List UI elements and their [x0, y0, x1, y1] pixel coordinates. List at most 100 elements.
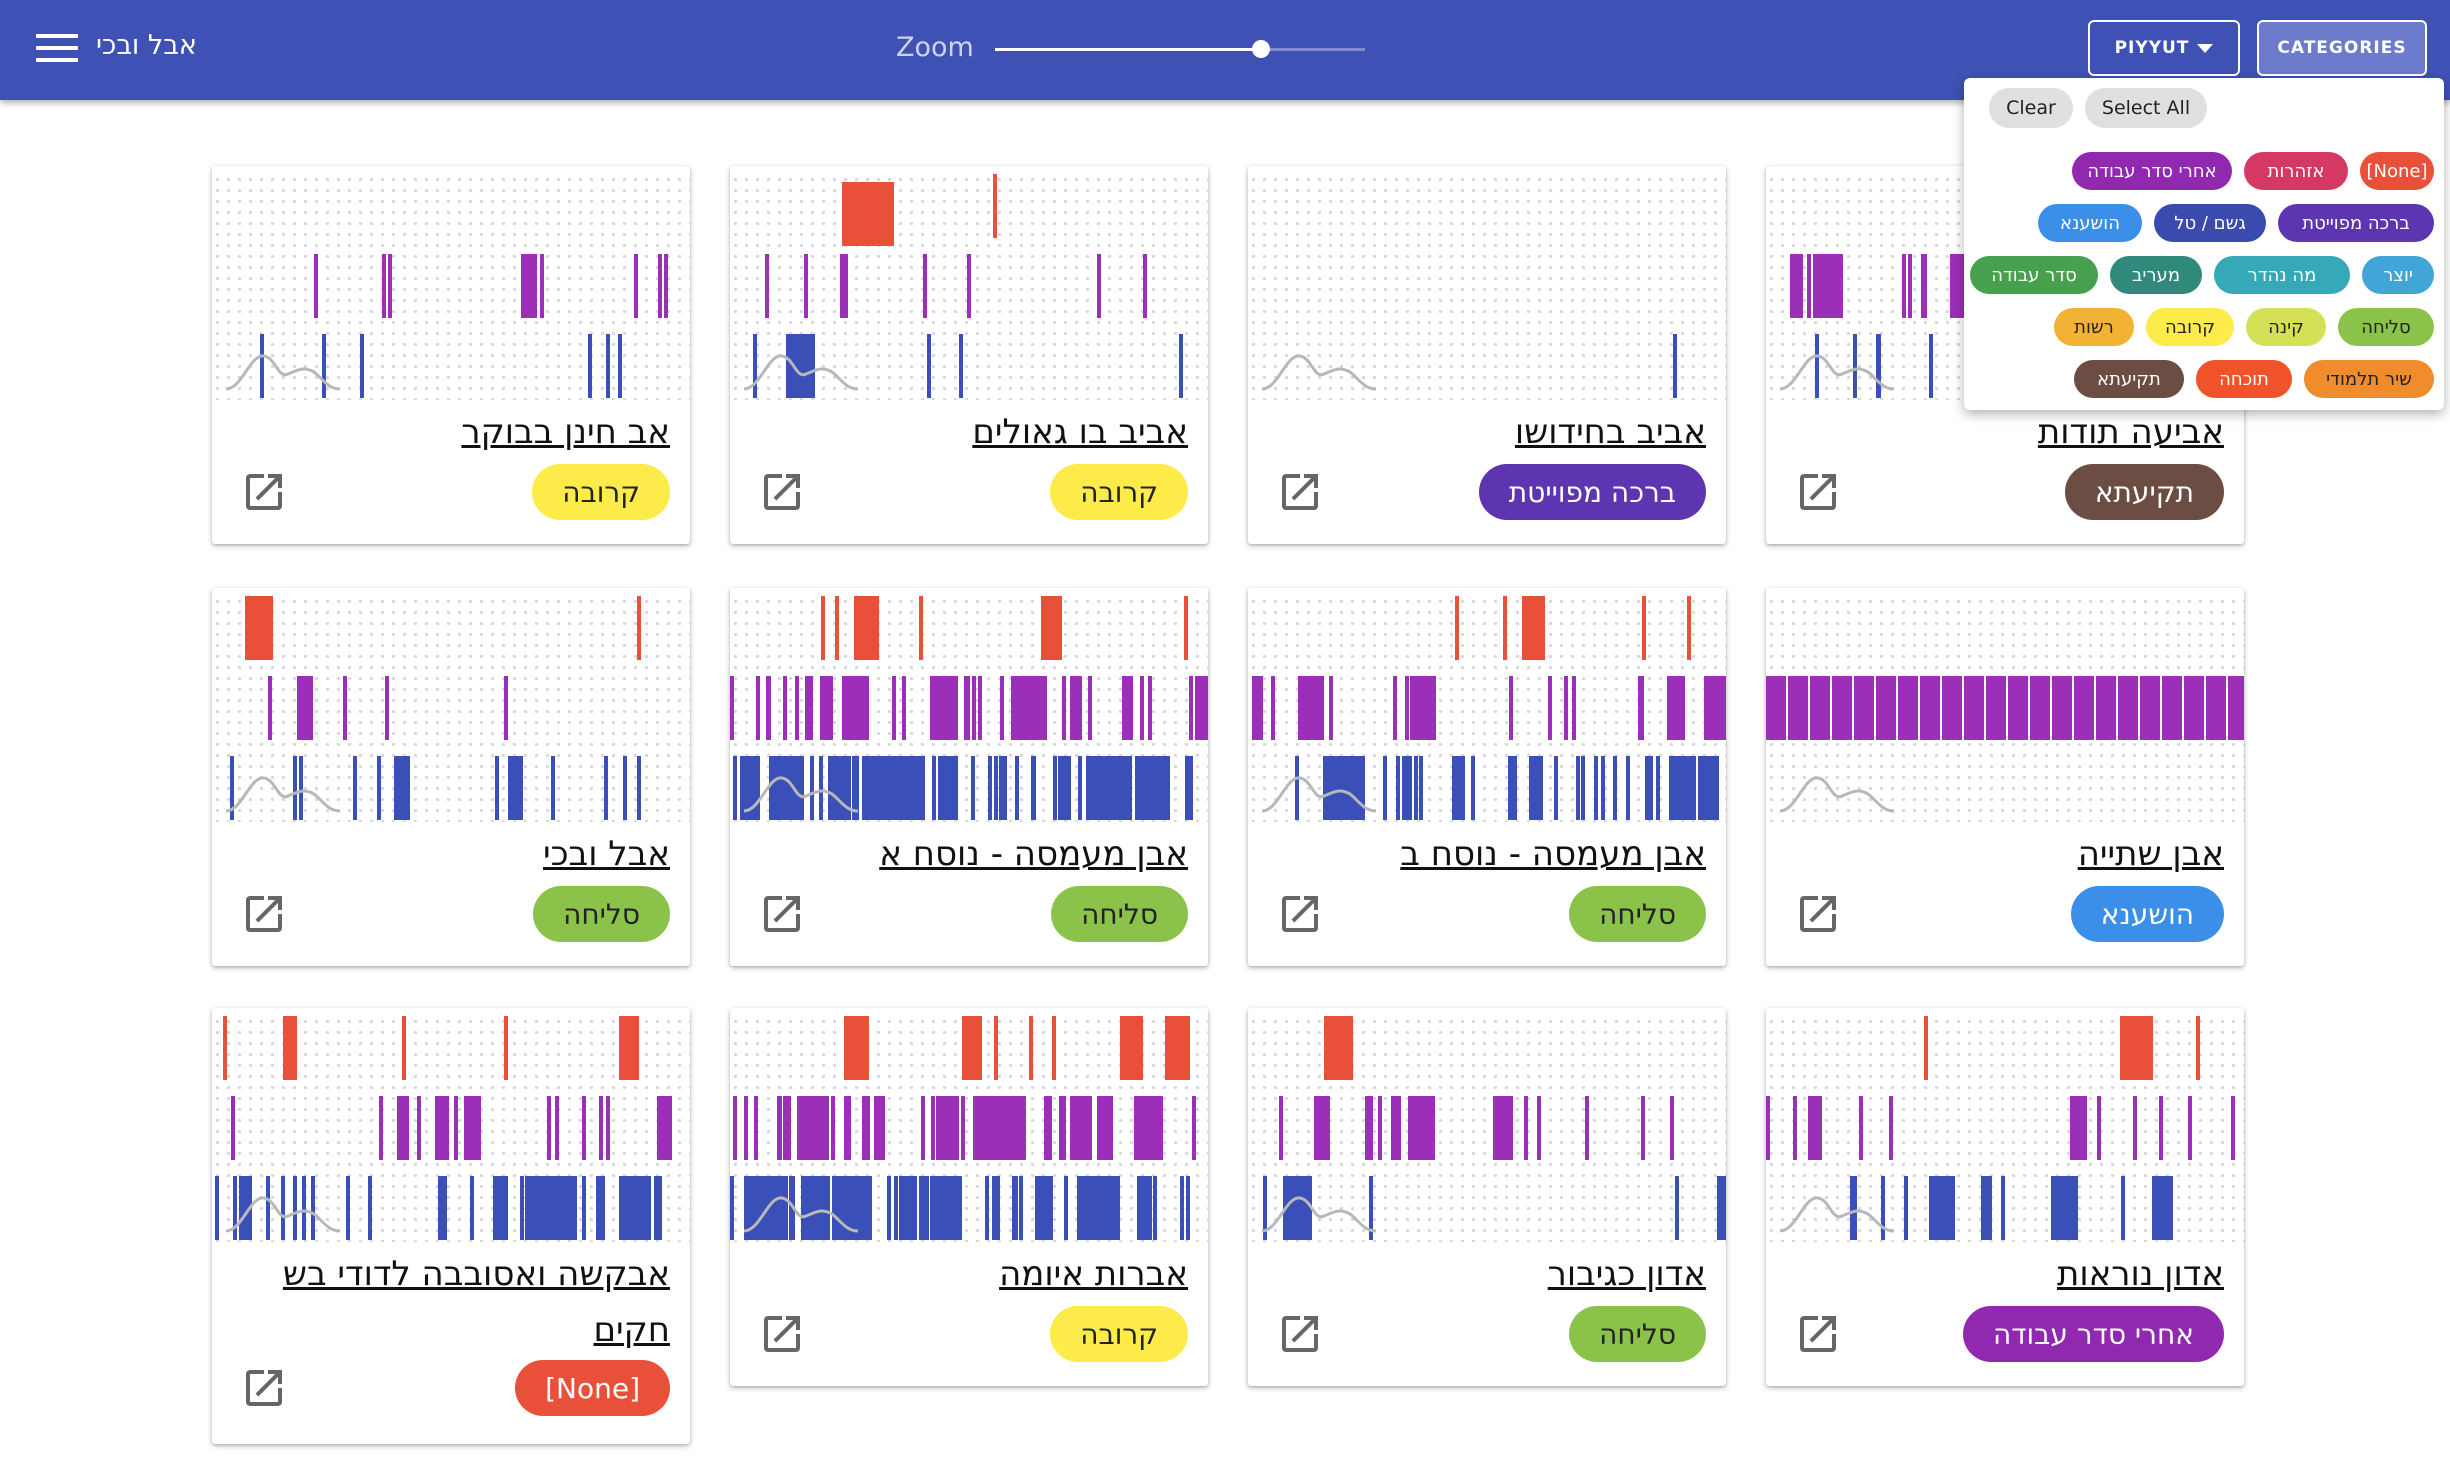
blue-bar — [1015, 756, 1019, 820]
open-in-new-icon[interactable] — [240, 1364, 288, 1412]
purple-bar — [504, 676, 508, 740]
category-filter-chip[interactable]: סליחה — [2338, 308, 2434, 346]
piyyut-title-link[interactable]: אבן שתייה — [2077, 834, 2224, 874]
category-chip[interactable]: סליחה — [1569, 886, 1706, 942]
category-filter-chip[interactable]: שיר תלמודי — [2304, 360, 2434, 398]
purple-bar — [1048, 1096, 1052, 1160]
category-chip[interactable]: ברכה מפוייטת — [1478, 464, 1706, 520]
purple-bar — [1140, 676, 1144, 740]
category-filter-chip[interactable]: קינה — [2246, 308, 2326, 346]
select-all-button[interactable]: Select All — [2085, 88, 2207, 128]
category-chip[interactable]: סליחה — [1051, 886, 1188, 942]
open-in-new-icon[interactable] — [1794, 468, 1842, 516]
category-chip[interactable]: תקיעתא — [2064, 464, 2224, 520]
blue-bar — [1153, 1176, 1157, 1240]
piyyut-select-button[interactable]: PIYYUT — [2088, 20, 2240, 76]
blue-bar — [1123, 756, 1132, 820]
piyyut-title-link[interactable]: אבקשה ואסובבה לדודי בש חקים — [282, 1254, 670, 1350]
purple-bar — [754, 1096, 758, 1160]
category-chip[interactable]: קרובה — [1050, 1306, 1188, 1362]
open-in-new-icon[interactable] — [1276, 1310, 1324, 1358]
category-chip[interactable]: קרובה — [1050, 464, 1188, 520]
barcode-svg — [743, 174, 1183, 398]
category-filter-chip[interactable]: מעריב — [2110, 256, 2202, 294]
zoom-slider-thumb[interactable] — [1252, 40, 1271, 58]
purple-bar — [417, 1096, 421, 1160]
piyyut-title-link[interactable]: אבל ובכי — [542, 834, 670, 874]
piyyut-title-link[interactable]: אב חינן בבוקר — [461, 412, 670, 452]
category-filter-chip[interactable]: ברכה מפוייטת — [2278, 204, 2434, 242]
category-chip[interactable]: סליחה — [1569, 1306, 1706, 1362]
category-filter-chip[interactable]: רשות — [2054, 308, 2134, 346]
open-in-new-icon[interactable] — [1794, 1310, 1842, 1358]
zoom-slider[interactable] — [995, 40, 1365, 58]
category-filter-chip[interactable]: אחרי סדר עבודה — [2072, 152, 2232, 190]
piyyut-title-link[interactable]: אבן מעמסה - נוסח א — [879, 834, 1188, 874]
category-filter-chip[interactable]: סדר עבודה — [1970, 256, 2098, 294]
purple-bar — [1129, 676, 1133, 740]
piyyut-title-link[interactable]: אבן מעמסה - נוסח ב — [1400, 834, 1706, 874]
open-in-new-icon[interactable] — [240, 890, 288, 938]
open-in-new-icon[interactable] — [240, 468, 288, 516]
category-chip[interactable]: [None] — [515, 1360, 670, 1416]
piyyut-title-link[interactable]: אדון נוראות — [2056, 1254, 2224, 1294]
purple-bar — [1011, 1096, 1015, 1160]
open-in-new-icon[interactable] — [1794, 890, 1842, 938]
category-filter-chip[interactable]: הושענא — [2038, 204, 2142, 242]
blue-bar — [752, 756, 756, 820]
zoom-label: Zoom — [896, 32, 974, 63]
purple-bar — [1271, 676, 1275, 740]
app-title: אבל ובכי — [96, 30, 197, 61]
purple-bar — [1097, 1096, 1101, 1160]
open-in-new-icon[interactable] — [1276, 468, 1324, 516]
purple-bar — [314, 254, 318, 318]
category-filter-chip[interactable]: יוצר — [2362, 256, 2434, 294]
category-chip[interactable]: אחרי סדר עבודה — [1962, 1306, 2224, 1362]
blue-bar — [322, 334, 326, 398]
blue-bar — [1323, 756, 1334, 820]
blue-bar — [2121, 1176, 2125, 1240]
red-bar — [504, 1016, 508, 1080]
purple-bar — [2162, 676, 2182, 740]
blue-bar — [913, 1176, 917, 1240]
piyyut-title-link[interactable]: אדון כגיבור — [1547, 1254, 1706, 1294]
purple-bar — [902, 676, 906, 740]
purple-bar — [1811, 1096, 1822, 1160]
blue-bar — [1166, 756, 1170, 820]
open-in-new-icon[interactable] — [758, 890, 806, 938]
category-filter-chip[interactable]: גשם / טל — [2154, 204, 2266, 242]
purple-bar — [1391, 1096, 1401, 1160]
category-filter-chip[interactable]: מה נהדר — [2214, 256, 2350, 294]
blue-bar — [547, 1176, 551, 1240]
distribution-curve — [743, 776, 859, 813]
purple-bar — [1854, 676, 1874, 740]
categories-button[interactable]: CATEGORIES — [2257, 20, 2427, 76]
open-in-new-icon[interactable] — [758, 1310, 806, 1358]
menu-icon[interactable] — [36, 34, 78, 64]
category-chip[interactable]: סליחה — [533, 886, 670, 942]
category-filter-chip[interactable]: תקיעתא — [2074, 360, 2184, 398]
category-filter-chip[interactable]: קרובה — [2146, 308, 2234, 346]
clear-button[interactable]: Clear — [1989, 88, 2073, 128]
open-in-new-icon[interactable] — [758, 468, 806, 516]
piyyut-title-link[interactable]: אברות איומה — [999, 1254, 1188, 1294]
category-chip[interactable]: הושענא — [2070, 886, 2224, 942]
piyyut-title-link[interactable]: אביב בו גאולים — [972, 412, 1188, 452]
purple-bar — [783, 1096, 791, 1160]
piyyut-title-link[interactable]: אביעה תודות — [2037, 412, 2224, 452]
category-filter-chip[interactable]: אזהרות — [2244, 152, 2348, 190]
purple-bar — [297, 676, 313, 740]
category-chip[interactable]: קרובה — [532, 464, 670, 520]
blue-bar — [927, 334, 931, 398]
blue-bar — [747, 756, 751, 820]
blue-bar — [266, 1176, 270, 1240]
red-bar — [1029, 1016, 1033, 1080]
purple-bar — [820, 676, 833, 740]
red-bar — [1455, 596, 1459, 660]
piyyut-title-link[interactable]: אביב בחידושו — [1514, 412, 1706, 452]
open-in-new-icon[interactable] — [1276, 890, 1324, 938]
red-bar — [1052, 1016, 1056, 1080]
blue-bar — [1717, 1176, 1726, 1240]
category-filter-chip[interactable]: [None] — [2360, 152, 2434, 190]
category-filter-chip[interactable]: תוכחה — [2196, 360, 2292, 398]
